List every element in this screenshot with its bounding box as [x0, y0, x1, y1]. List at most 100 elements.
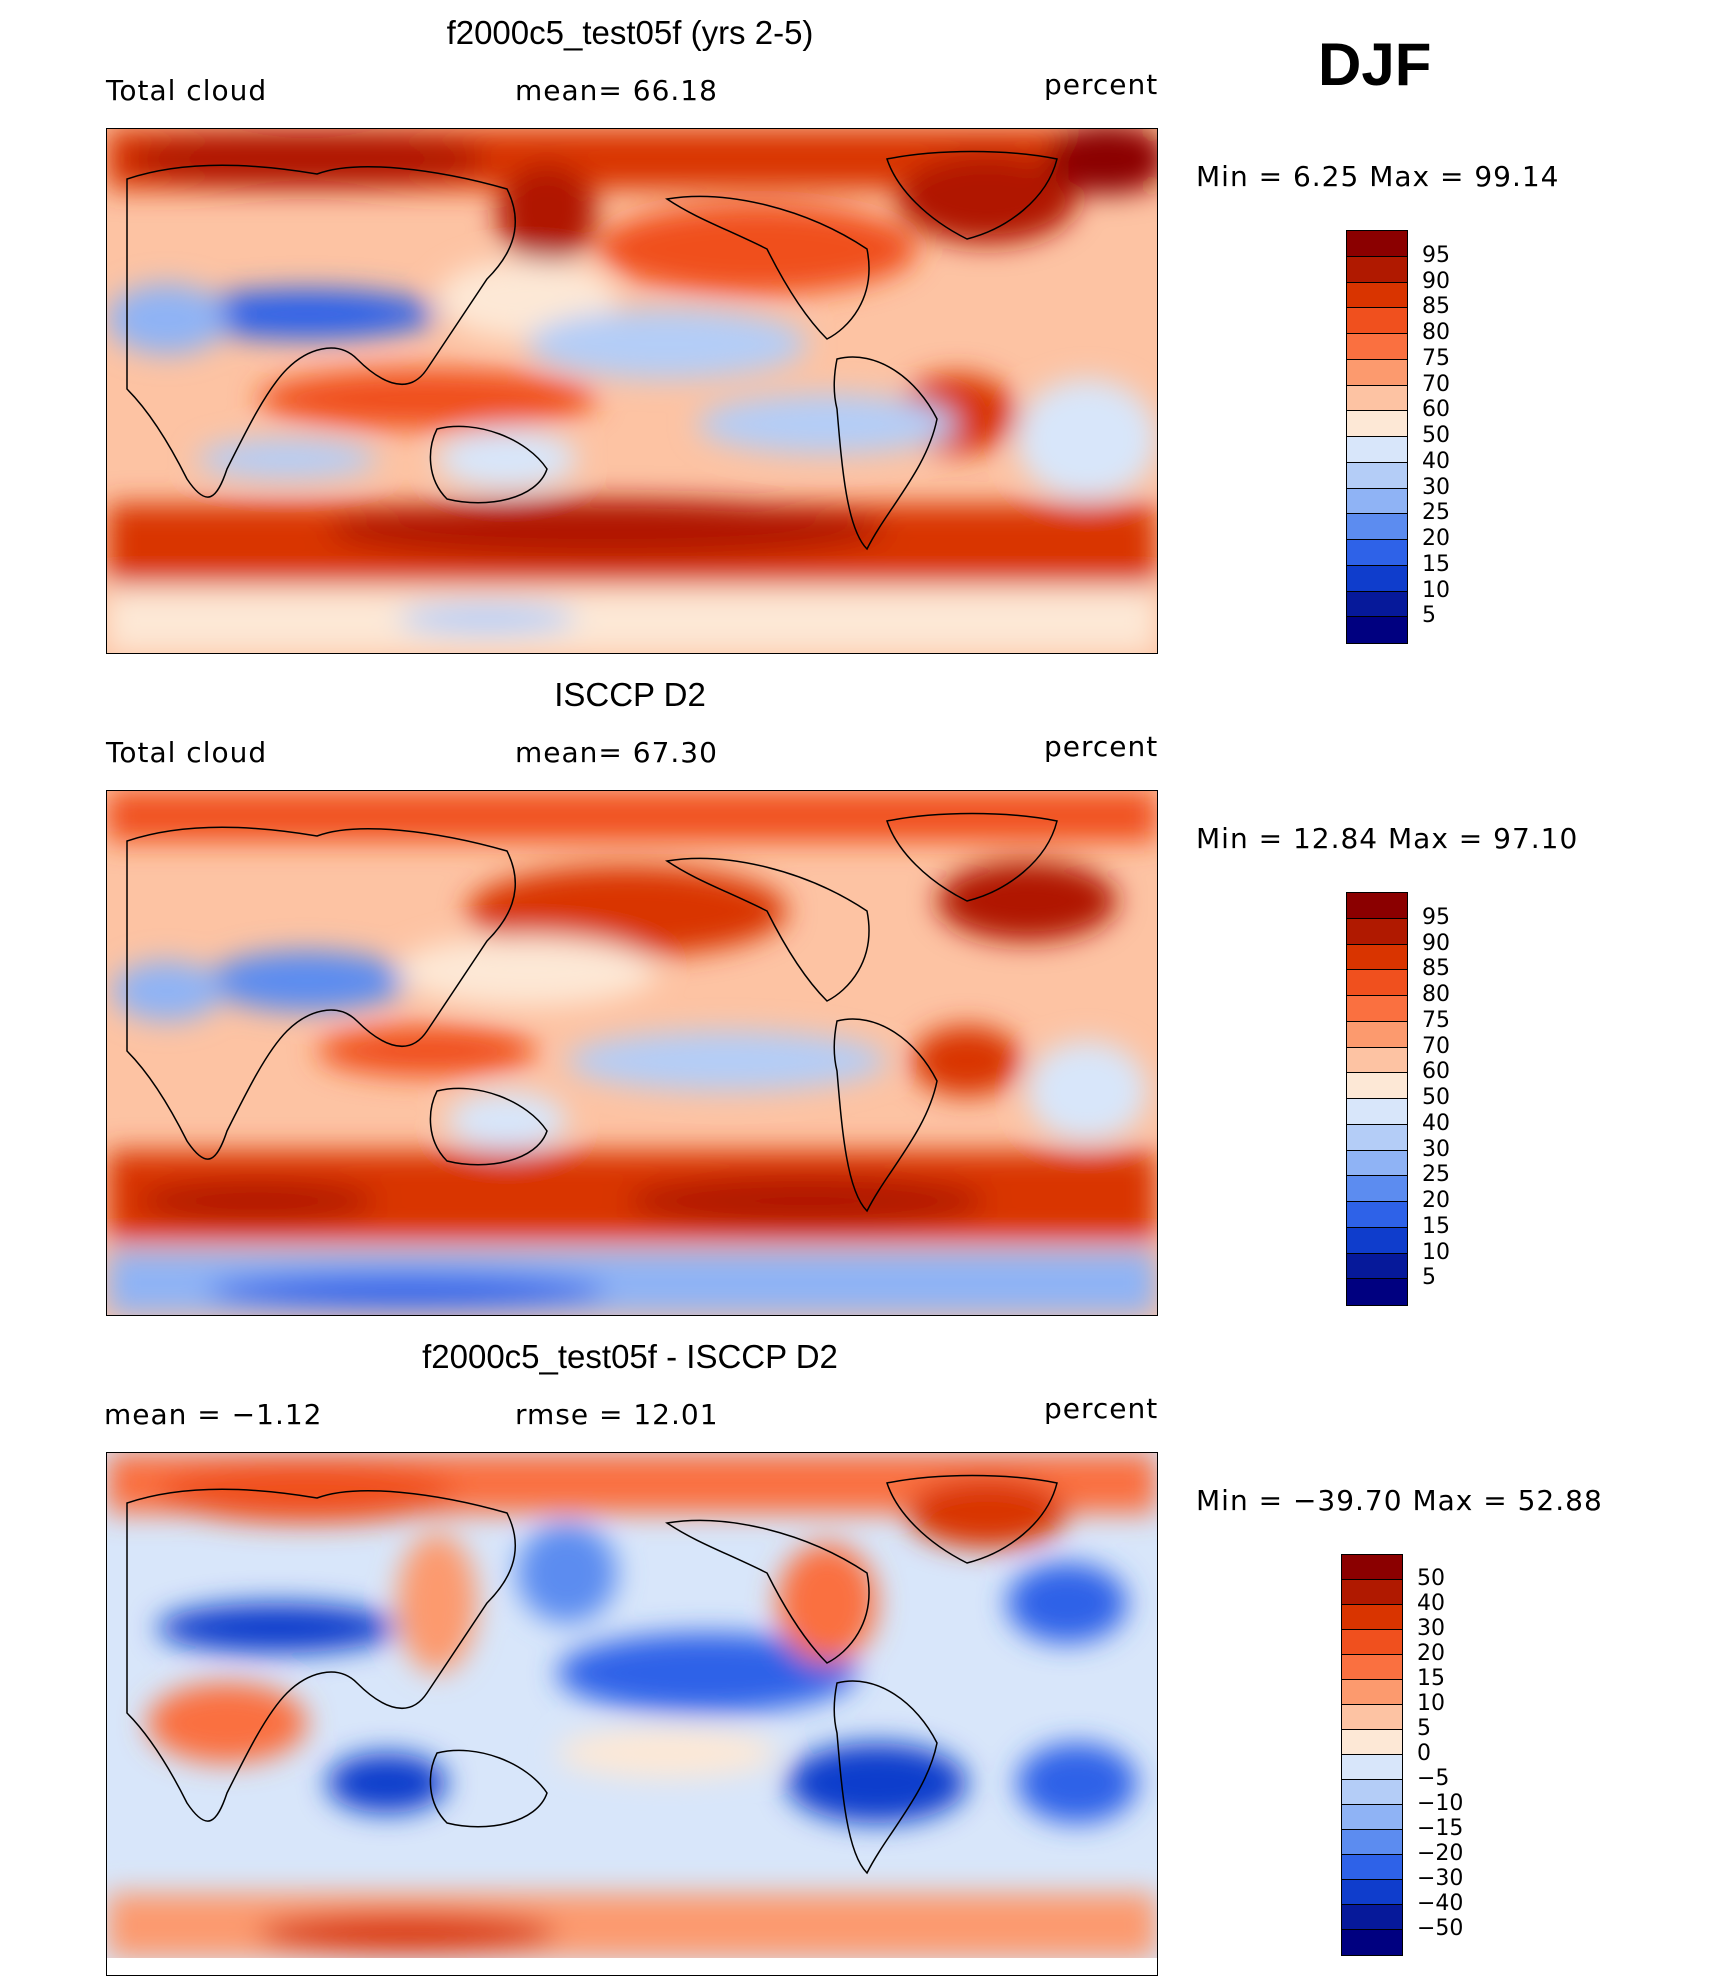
colorbar-segment: [1342, 1855, 1402, 1880]
colorbar-segment: [1347, 1227, 1407, 1254]
panel-units-label: percent: [1044, 1392, 1159, 1425]
colorbar-segment: [1347, 231, 1407, 257]
colorbar-tick-label: 80: [1422, 982, 1450, 1007]
colorbar-tick-label: 70: [1422, 371, 1450, 397]
colorbar-tick-label: 85: [1422, 956, 1450, 982]
colorbar-tick-label: 0: [1417, 1741, 1431, 1766]
colorbar-segment: [1347, 488, 1407, 515]
colorbar-tick-label: 60: [1422, 397, 1450, 423]
colorbar-segment: [1342, 1555, 1402, 1580]
colorbar-tick-label: 5: [1422, 603, 1436, 629]
colorbar-segment: [1347, 918, 1407, 945]
colorbar-tick-label: 40: [1422, 1110, 1450, 1136]
colorbar-segment: [1347, 1253, 1407, 1280]
colorbar-segment: [1347, 334, 1407, 360]
colorbar-tick-label: 70: [1422, 1033, 1450, 1059]
colorbar-segment: [1347, 359, 1407, 386]
colorbar-segment: [1347, 1202, 1407, 1228]
colorbar-segment: [1342, 1930, 1402, 1955]
panel-minmax-label: Min = 12.84 Max = 97.10: [1196, 822, 1579, 855]
colorbar-segment: [1342, 1605, 1402, 1630]
panel-rmse-label: rmse = 12.01: [515, 1398, 719, 1431]
colorbar-segment: [1347, 1047, 1407, 1074]
colorbar-tick-label: 20: [1422, 526, 1450, 551]
colorbar-segment: [1347, 893, 1407, 919]
colorbar-tick-label: 20: [1417, 1641, 1445, 1666]
colorbar-tick-label: 10: [1422, 577, 1450, 603]
panel-units-label: percent: [1044, 68, 1159, 101]
colorbar-segment: [1347, 411, 1407, 437]
panel-title: f2000c5_test05f - ISCCP D2: [422, 1338, 838, 1375]
colorbar-tick-label: 15: [1417, 1666, 1445, 1691]
panel-title: f2000c5_test05f (yrs 2-5): [446, 14, 814, 51]
colorbar-tick-label: −40: [1417, 1891, 1464, 1916]
panel-variable-label: Total cloud: [106, 736, 268, 769]
colorbar-segment: [1347, 437, 1407, 463]
colorbar-tick-label: 95: [1422, 904, 1450, 930]
colorbar-segment: [1347, 970, 1407, 996]
colorbar-tick-label: −10: [1417, 1791, 1464, 1816]
colorbar-segment: [1347, 282, 1407, 309]
colorbar: [1341, 1554, 1403, 1956]
colorbar-tick-label: 30: [1422, 474, 1450, 500]
colorbar-tick-label: 40: [1422, 448, 1450, 474]
coastline-outline: [126, 150, 1058, 551]
colorbar-tick-label: 20: [1422, 1188, 1450, 1213]
colorbar-segment: [1342, 1580, 1402, 1605]
colorbar-tick-label: 5: [1417, 1716, 1431, 1741]
colorbar-tick-label: −20: [1417, 1841, 1464, 1866]
colorbar-tick-label: 40: [1417, 1591, 1445, 1616]
colorbar-tick-label: 5: [1422, 1265, 1436, 1291]
colorbar-tick-label: 25: [1422, 500, 1450, 526]
colorbar-tick-label: 50: [1417, 1566, 1445, 1591]
colorbar-segment: [1347, 1176, 1407, 1202]
colorbar-tick-label: 50: [1422, 1085, 1450, 1110]
colorbar-segment: [1347, 308, 1407, 334]
panel-mean-label: mean = −1.12: [104, 1398, 323, 1431]
panel-units-label: percent: [1044, 730, 1159, 763]
colorbar-segment: [1347, 1279, 1407, 1305]
cloud-map-model: [106, 128, 1158, 654]
colorbar-segment: [1342, 1630, 1402, 1655]
cloud-map-difference: [106, 1452, 1158, 1976]
colorbar-segment: [1347, 1021, 1407, 1048]
colorbar-segment: [1347, 1073, 1407, 1099]
colorbar-segment: [1347, 1099, 1407, 1125]
colorbar-segment: [1347, 996, 1407, 1022]
colorbar-tick-label: 80: [1422, 320, 1450, 345]
colorbar-tick-label: 25: [1422, 1162, 1450, 1188]
colorbar-segment: [1342, 1805, 1402, 1830]
colorbar-segment: [1347, 591, 1407, 618]
colorbar: [1346, 892, 1408, 1306]
panel-title: ISCCP D2: [554, 676, 706, 713]
colorbar-segment: [1347, 944, 1407, 971]
colorbar-tick-label: 10: [1417, 1691, 1445, 1716]
colorbar-segment: [1347, 565, 1407, 592]
colorbar-segment: [1347, 617, 1407, 643]
coastline-outline: [126, 812, 1058, 1213]
colorbar-tick-label: 90: [1422, 268, 1450, 294]
colorbar-segment: [1347, 462, 1407, 489]
panel-minmax-label: Min = −39.70 Max = 52.88: [1196, 1484, 1603, 1517]
colorbar-tick-label: 60: [1422, 1059, 1450, 1085]
colorbar-segment: [1347, 1150, 1407, 1177]
colorbar-tick-label: 30: [1417, 1616, 1445, 1641]
colorbar-segment: [1342, 1880, 1402, 1905]
colorbar-segment: [1347, 256, 1407, 283]
colorbar-tick-label: −5: [1417, 1766, 1450, 1791]
colorbar-segment: [1347, 540, 1407, 566]
colorbar-tick-label: 75: [1422, 345, 1450, 371]
colorbar-segment: [1342, 1905, 1402, 1930]
panel-minmax-label: Min = 6.25 Max = 99.14: [1196, 160, 1560, 193]
colorbar-tick-label: 95: [1422, 242, 1450, 268]
cloud-map-observed: [106, 790, 1158, 1316]
colorbar-segment: [1347, 385, 1407, 412]
map-field: [107, 1453, 1157, 1958]
panel-variable-label: Total cloud: [106, 74, 268, 107]
panel-mean-label: mean= 67.30: [515, 736, 718, 769]
colorbar-tick-label: 10: [1422, 1239, 1450, 1265]
colorbar-tick-label: 15: [1422, 551, 1450, 577]
colorbar-segment: [1342, 1680, 1402, 1705]
colorbar-segment: [1347, 1124, 1407, 1151]
colorbar-segment: [1347, 514, 1407, 540]
